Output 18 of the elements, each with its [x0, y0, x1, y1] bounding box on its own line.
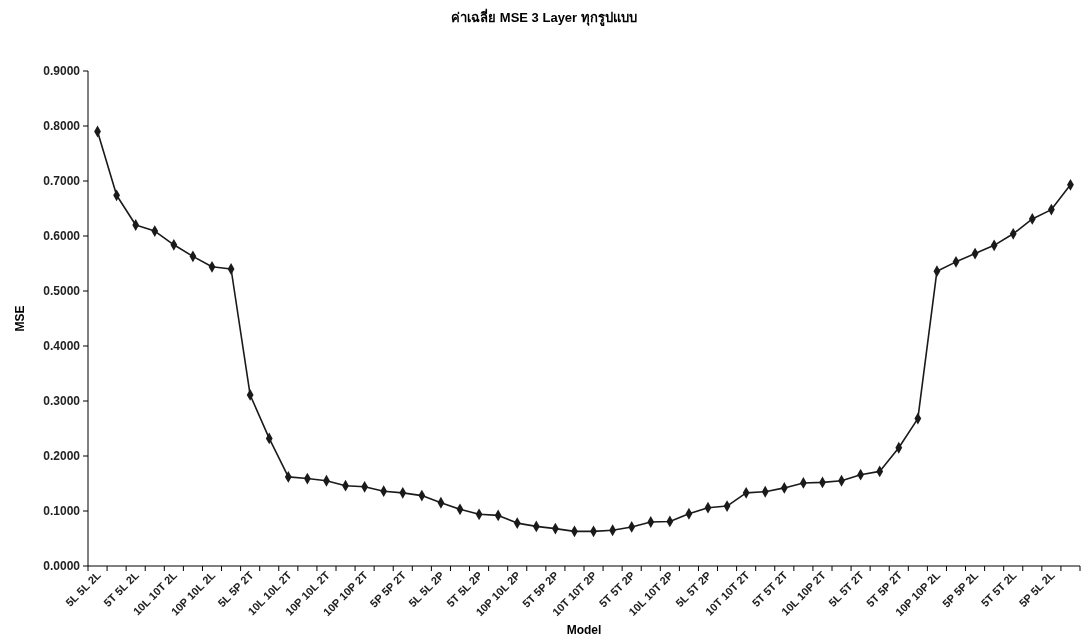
- x-tick-label: 5L 5L 2P: [406, 568, 447, 610]
- chart-title: ค่าเฉลี่ย MSE 3 Layer ทุกรูปแบบ: [451, 8, 637, 26]
- y-axis-title: MSE: [13, 305, 27, 332]
- y-tick-label: 0.8000: [43, 119, 81, 134]
- y-tick-label: 0.6000: [43, 229, 81, 244]
- y-tick-label: 0.9000: [43, 64, 81, 79]
- y-tick-label: 0.5000: [43, 284, 81, 299]
- y-tick-label: 0.4000: [43, 339, 81, 354]
- x-tick-label: 5P 5L 2L: [1016, 568, 1057, 610]
- x-axis-title: Model: [566, 623, 602, 637]
- y-tick-label: 0.3000: [43, 394, 81, 409]
- y-tick-label: 0.1000: [43, 504, 81, 519]
- x-tick-label: 5T 5T 2L: [978, 568, 1019, 609]
- x-tick-label: 5P 5P 2T: [367, 568, 409, 610]
- y-tick-label: 0.7000: [43, 174, 81, 189]
- y-tick-label: 0.0000: [43, 559, 81, 574]
- y-tick-label: 0.2000: [43, 449, 81, 464]
- x-tick-label: 5L 5T 2T: [826, 568, 867, 609]
